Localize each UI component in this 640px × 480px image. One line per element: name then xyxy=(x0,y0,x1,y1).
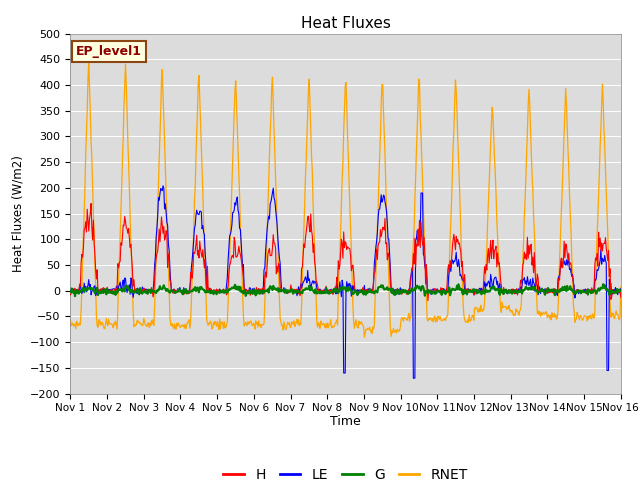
G xyxy=(617,288,625,294)
LE xyxy=(430,288,438,294)
H xyxy=(190,250,198,255)
RNET xyxy=(85,58,93,63)
LE xyxy=(77,281,84,287)
LE xyxy=(159,183,167,189)
LE xyxy=(67,288,74,294)
H xyxy=(77,283,84,289)
LE xyxy=(410,375,417,381)
H xyxy=(413,243,421,249)
H xyxy=(219,287,227,293)
LE xyxy=(414,229,422,235)
Title: Heat Fluxes: Heat Fluxes xyxy=(301,16,390,31)
Legend: H, LE, G, RNET: H, LE, G, RNET xyxy=(218,462,474,480)
Line: RNET: RNET xyxy=(70,60,621,337)
G xyxy=(599,281,607,287)
X-axis label: Time: Time xyxy=(330,415,361,428)
RNET xyxy=(414,103,422,108)
G xyxy=(413,283,421,288)
G xyxy=(219,288,227,293)
Text: EP_level1: EP_level1 xyxy=(76,45,142,58)
G xyxy=(429,288,437,294)
LE xyxy=(219,289,227,295)
H xyxy=(424,298,432,303)
G xyxy=(134,290,141,296)
H xyxy=(134,290,141,296)
RNET xyxy=(77,322,84,328)
H xyxy=(617,294,625,300)
G xyxy=(71,293,79,299)
Y-axis label: Heat Fluxes (W/m2): Heat Fluxes (W/m2) xyxy=(12,155,24,272)
RNET xyxy=(134,317,141,323)
H xyxy=(67,292,74,298)
LE xyxy=(133,289,141,295)
RNET xyxy=(360,335,368,340)
G xyxy=(77,289,85,295)
RNET xyxy=(219,321,227,327)
RNET xyxy=(430,314,438,320)
H xyxy=(87,201,95,206)
LE xyxy=(190,239,198,244)
RNET xyxy=(617,284,625,290)
G xyxy=(67,288,74,294)
Line: LE: LE xyxy=(70,186,621,378)
LE xyxy=(617,286,625,292)
RNET xyxy=(67,317,74,323)
H xyxy=(430,288,438,293)
Line: G: G xyxy=(70,284,621,296)
RNET xyxy=(190,228,198,234)
Line: H: H xyxy=(70,204,621,300)
G xyxy=(190,288,198,293)
